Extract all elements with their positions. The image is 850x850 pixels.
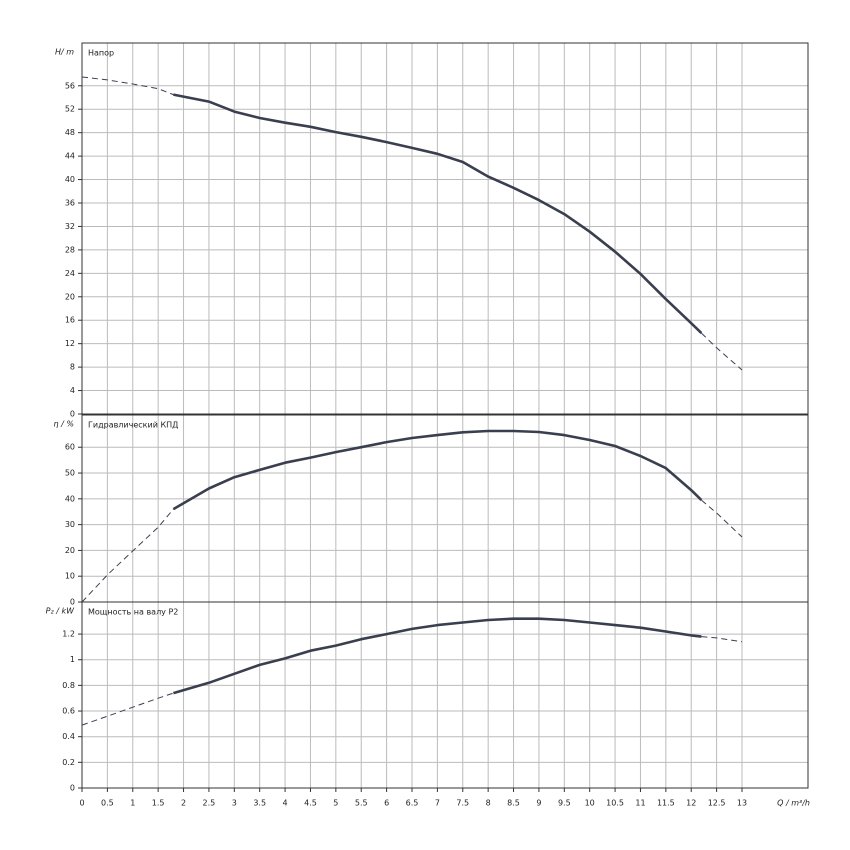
y-tick-label: 10: [65, 572, 75, 581]
panel-title: Мощность на валу P2: [88, 608, 178, 617]
y-tick-label: 0: [70, 410, 75, 419]
x-tick-label: 1.5: [152, 799, 165, 808]
y-tick-label: 30: [65, 520, 75, 529]
x-tick-label: 2.5: [203, 799, 216, 808]
x-tick-label: 12: [686, 799, 696, 808]
y-tick-label: 1: [70, 655, 75, 664]
x-tick-label: 8.5: [507, 799, 520, 808]
y-tick-label: 32: [65, 222, 75, 231]
x-tick-label: 1: [130, 799, 135, 808]
x-tick-label: 10: [585, 799, 595, 808]
y-tick-label: 44: [65, 152, 75, 161]
y-tick-label: 16: [65, 316, 75, 325]
x-tick-label: 4: [283, 799, 288, 808]
x-tick-label: 5: [333, 799, 338, 808]
x-tick-label: 3.5: [253, 799, 266, 808]
x-tick-label: 0: [79, 799, 84, 808]
y-tick-label: 60: [65, 443, 75, 452]
x-axis-label: Q / m³/h: [777, 799, 810, 808]
x-tick-label: 0.5: [101, 799, 114, 808]
curve: [172, 429, 703, 511]
y-tick-label: 20: [65, 546, 75, 555]
y-tick-label: 28: [65, 245, 75, 254]
curve: [173, 617, 702, 695]
panel-title: Напор: [88, 49, 114, 58]
x-tick-label: 11.5: [657, 799, 675, 808]
y-tick-label: 1.2: [62, 630, 75, 639]
y-tick-label: 12: [65, 339, 75, 348]
x-tick-label: 5.5: [355, 799, 368, 808]
x-tick-label: 9.5: [558, 799, 571, 808]
y-tick-label: 56: [65, 81, 75, 90]
x-tick-label: 12.5: [708, 799, 726, 808]
y-tick-label: 48: [65, 128, 75, 137]
y-tick-label: 40: [65, 175, 75, 184]
plot-frame: [81, 42, 809, 415]
x-tick-label: 7: [435, 799, 440, 808]
x-tick-label: 6.5: [406, 799, 419, 808]
curve-dashed: [81, 636, 743, 726]
y-tick-label: 52: [65, 105, 75, 114]
x-tick-label: 2: [181, 799, 186, 808]
y-tick-label: 40: [65, 494, 75, 503]
x-tick-label: 9: [536, 799, 541, 808]
x-tick-label: 4.5: [304, 799, 317, 808]
curve: [173, 93, 703, 335]
curve-dashed: [81, 76, 743, 371]
y-tick-label: 0.6: [62, 707, 75, 716]
y-axis-label: η / %: [54, 420, 74, 429]
x-tick-label: 13: [737, 799, 747, 808]
x-tick-label: 11: [635, 799, 645, 808]
y-axis-label: P₂ / kW: [46, 607, 75, 616]
plot-frame: [81, 601, 809, 789]
x-tick-label: 3: [232, 799, 237, 808]
y-tick-label: 24: [65, 269, 75, 278]
y-tick-label: 0.8: [62, 681, 75, 690]
x-tick-label: 6: [384, 799, 389, 808]
y-tick-label: 0: [70, 598, 75, 607]
y-tick-label: 0: [70, 784, 75, 793]
y-axis-label: H/ m: [55, 48, 74, 57]
x-tick-label: 7.5: [456, 799, 469, 808]
y-tick-label: 36: [65, 199, 75, 208]
x-tick-label: 10.5: [606, 799, 624, 808]
y-tick-label: 0.2: [62, 758, 75, 767]
y-tick-label: 4: [70, 386, 75, 395]
y-tick-label: 0.4: [62, 732, 75, 741]
y-tick-label: 50: [65, 469, 75, 478]
x-tick-label: 8: [486, 799, 491, 808]
plot-frame: [81, 414, 809, 603]
curve-dashed: [81, 499, 743, 603]
panel-title: Гидравлический КПД: [88, 421, 178, 430]
y-tick-label: 8: [70, 363, 75, 372]
y-tick-label: 20: [65, 292, 75, 301]
